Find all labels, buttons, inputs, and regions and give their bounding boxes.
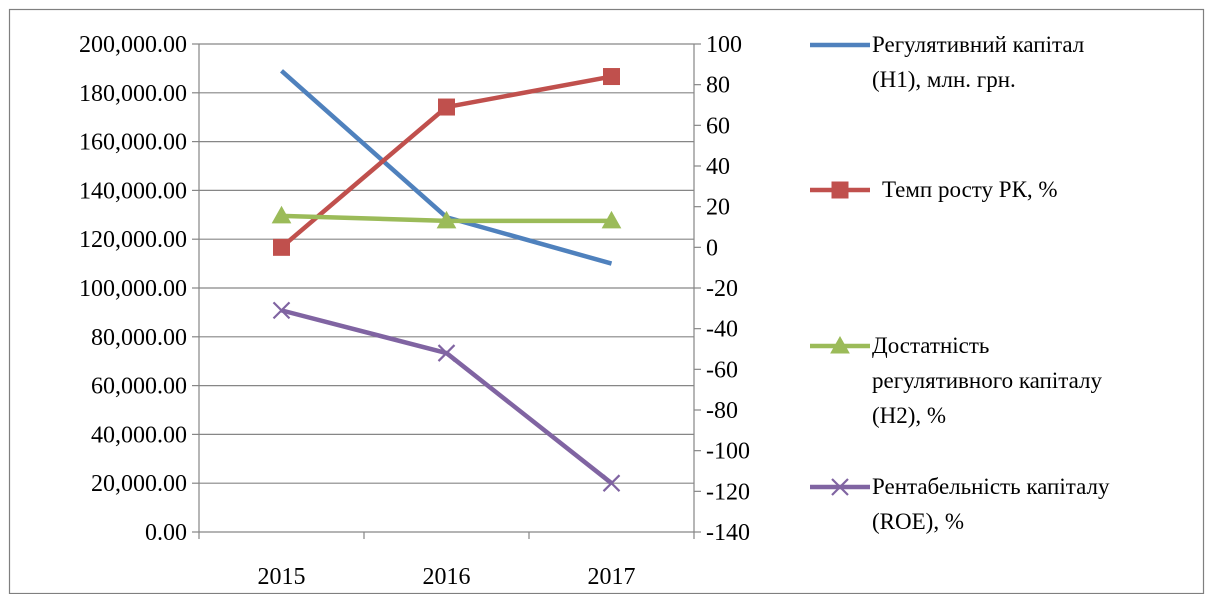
data-point-series-4 (602, 474, 621, 492)
data-point-series-2 (438, 98, 455, 116)
y-right-tick-label: -120 (706, 479, 750, 505)
y-right-tick-label: 20 (706, 195, 730, 221)
y-right-tick-label: 80 (706, 73, 730, 99)
y-left-tick-label: 100,000.00 (79, 276, 187, 302)
data-point-series-3 (271, 205, 292, 224)
legend-label-2: Темп росту РК, % (882, 177, 1058, 202)
y-left-tick-label: 40,000.00 (91, 422, 187, 448)
data-point-series-2 (273, 238, 290, 256)
y-left-tick-label: 80,000.00 (91, 325, 187, 351)
y-right-tick-label: -140 (706, 520, 750, 546)
y-right-tick-label: -40 (706, 317, 738, 343)
legend-label-4: Рентабельність капіталу (ROE), % (872, 474, 1110, 534)
y-right-tick-label: 0 (706, 235, 718, 261)
legend-key-marker-2 (831, 181, 849, 199)
y-left-tick-label: 180,000.00 (79, 81, 187, 107)
legend-key-marker-3 (830, 335, 850, 354)
y-left-tick-label: 120,000.00 (79, 227, 187, 253)
data-point-series-4 (437, 344, 456, 362)
y-left-tick-label: 60,000.00 (91, 374, 187, 400)
legend-label-1: Регулятивний капітал (Н1), млн. грн. (872, 32, 1084, 92)
y-right-tick-label: -100 (706, 439, 750, 465)
legend-key-marker-4 (831, 478, 849, 496)
y-left-tick-label: 0.00 (145, 520, 187, 546)
x-tick-label: 2016 (423, 564, 471, 590)
y-left-tick-label: 140,000.00 (79, 178, 187, 204)
y-left-tick-label: 160,000.00 (79, 130, 187, 156)
x-tick-label: 2017 (588, 564, 636, 590)
y-right-tick-label: 40 (706, 154, 730, 180)
data-point-series-2 (603, 68, 620, 86)
y-right-tick-label: -60 (706, 357, 738, 383)
data-point-series-3 (601, 210, 622, 229)
data-point-series-4 (272, 301, 291, 320)
chart-border (8, 8, 1205, 594)
y-left-tick-label: 200,000.00 (79, 32, 187, 58)
legend-label-3: Достатність регулятивного капіталу (Н2), % (872, 333, 1102, 428)
y-right-tick-label: -20 (706, 276, 738, 302)
y-right-tick-label: 100 (706, 32, 742, 58)
y-right-tick-label: -80 (706, 398, 738, 424)
y-left-tick-label: 20,000.00 (91, 471, 187, 497)
x-tick-label: 2015 (258, 564, 306, 590)
y-right-tick-label: 60 (706, 113, 730, 139)
data-point-series-3 (436, 210, 457, 229)
